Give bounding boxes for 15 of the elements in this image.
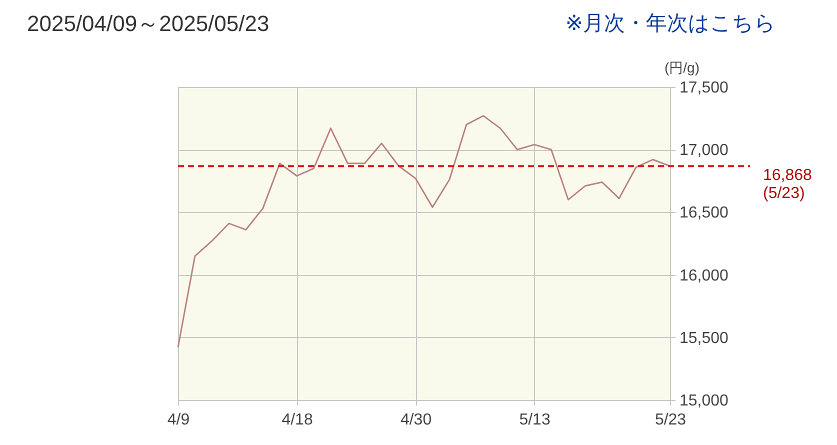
y-axis-title: (円/g) [664, 60, 700, 76]
y-tick-label: 17,000 [680, 142, 729, 160]
y-tick-label: 17,500 [680, 80, 729, 96]
x-tick-label: 4/30 [400, 412, 432, 428]
x-tick-label: 5/13 [519, 412, 550, 428]
text: ※月次・年次はこちら [565, 11, 776, 35]
y-tick-label: 16,500 [680, 204, 729, 222]
x-tick-label: 4/9 [167, 412, 190, 428]
y-tick-label: 16,000 [680, 267, 729, 284]
y-tick-label: 15,000 [680, 392, 729, 410]
ref-line-label: 16,868 (5/23) [763, 167, 812, 202]
chart-title: 2025/04/09～2025/05/23 [27, 11, 270, 36]
y-tick-label: 15,500 [680, 330, 729, 347]
x-tick-label: 5/23 [654, 412, 686, 428]
x-tick-label: 4/18 [282, 412, 313, 428]
